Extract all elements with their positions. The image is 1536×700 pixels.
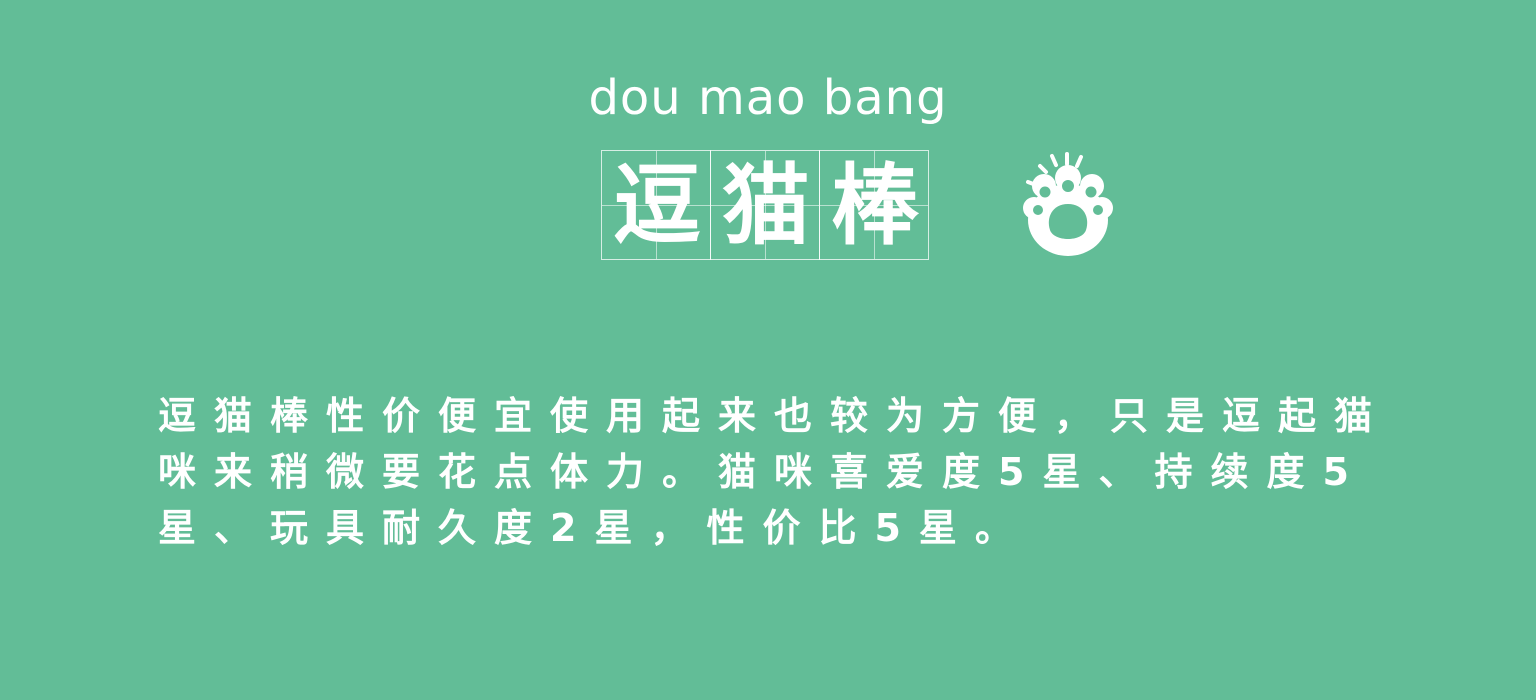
paw-icon xyxy=(1023,152,1113,256)
title-grid: 逗 猫 棒 xyxy=(601,150,929,260)
title-char: 逗 xyxy=(612,154,701,257)
description-text: 逗猫棒性价便宜使用起来也较为方便，只是逗起猫咪来稍微要花点体力。猫咪喜爱度5星、… xyxy=(158,394,1391,550)
title-char-cell: 猫 xyxy=(710,150,820,260)
pinyin-title: dou mao bang xyxy=(588,70,948,126)
title-char-cell: 逗 xyxy=(601,150,711,260)
title-char: 棒 xyxy=(830,154,919,257)
title-char-cell: 棒 xyxy=(819,150,929,260)
title-char: 猫 xyxy=(721,154,810,257)
